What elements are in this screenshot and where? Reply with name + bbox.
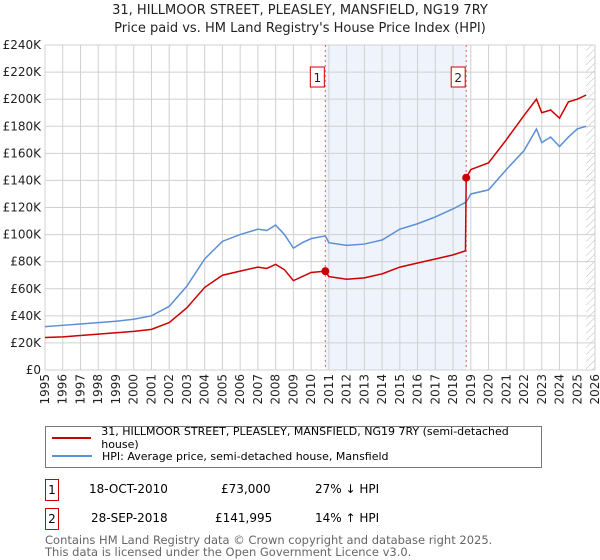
y-tick-label: £200K bbox=[3, 92, 43, 106]
transaction-price: £73,000 bbox=[221, 482, 271, 496]
footer-line: This data is licensed under the Open Gov… bbox=[45, 545, 412, 559]
x-tick-label: 2008 bbox=[269, 374, 283, 405]
x-tick-label: 2017 bbox=[428, 374, 442, 405]
footer: Contains HM Land Registry data © Crown c… bbox=[45, 534, 492, 558]
y-tick-label: £80K bbox=[10, 255, 42, 269]
x-tick-label: 2010 bbox=[304, 374, 318, 405]
x-tick-label: 2000 bbox=[127, 374, 141, 405]
chart-title: 31, HILLMOOR STREET, PLEASLEY, MANSFIELD… bbox=[112, 3, 488, 18]
x-tick-label: 2014 bbox=[375, 374, 389, 405]
x-tick-label: 2016 bbox=[411, 374, 425, 405]
x-tick-label: 2011 bbox=[322, 374, 336, 405]
x-tick-label: 2002 bbox=[162, 374, 176, 405]
hpi-line bbox=[44, 125, 587, 328]
x-tick-label: 2020 bbox=[482, 374, 496, 405]
transaction-number: 1 bbox=[45, 479, 59, 501]
x-tick-label: 2009 bbox=[286, 374, 300, 405]
price-paid-line bbox=[44, 94, 587, 339]
x-tick-label: 1997 bbox=[73, 374, 87, 405]
transaction-hpi: 14% ↑ HPI bbox=[315, 511, 380, 525]
x-tick-label: 1996 bbox=[56, 374, 70, 405]
price-chart: £0 £20K £40K £60K £80K £100K £120K £140K £160K £1… bbox=[3, 38, 600, 405]
y-tick-label: £20K bbox=[10, 336, 42, 350]
transaction-number: 2 bbox=[45, 508, 59, 530]
y-tick-label: £60K bbox=[10, 282, 42, 296]
x-tick-label: 2012 bbox=[340, 374, 354, 405]
x-tick-label: 2004 bbox=[198, 374, 212, 405]
x-tick-label: 2015 bbox=[393, 374, 407, 405]
x-tick-label: 2026 bbox=[588, 374, 600, 405]
footer-line: Contains HM Land Registry data © Crown c… bbox=[45, 533, 493, 547]
sale-label-box bbox=[450, 66, 466, 88]
legend: 31, HILLMOOR STREET, PLEASLEY, MANSFIELD… bbox=[45, 425, 542, 468]
transaction-date: 28-SEP-2018 bbox=[91, 511, 168, 525]
y-tick-label: £40K bbox=[10, 309, 42, 323]
y-tick-label: £140K bbox=[3, 173, 43, 187]
x-tick-label: 2006 bbox=[233, 374, 247, 405]
x-tick-label: 2003 bbox=[180, 374, 194, 405]
x-tick-label: 2021 bbox=[499, 374, 513, 405]
x-tick-label: 2025 bbox=[570, 374, 584, 405]
y-tick-label: £180K bbox=[3, 119, 43, 133]
sale-label: 1 bbox=[314, 71, 322, 85]
sale-point bbox=[462, 173, 471, 182]
transaction-hpi: 27% ↓ HPI bbox=[315, 482, 380, 496]
x-tick-label: 2001 bbox=[144, 374, 158, 405]
x-tick-label: 2023 bbox=[535, 374, 549, 405]
y-tick-label: £160K bbox=[3, 146, 43, 160]
sale-label-box bbox=[309, 66, 325, 88]
sale-point bbox=[321, 267, 330, 276]
y-tick-label: £120K bbox=[3, 201, 43, 215]
y-tick-label: £100K bbox=[3, 228, 43, 242]
x-tick-label: 1999 bbox=[109, 374, 123, 405]
y-tick-label: £0 bbox=[26, 363, 41, 377]
x-tick-label: 1995 bbox=[38, 374, 52, 405]
transaction-date: 18-OCT-2010 bbox=[89, 482, 168, 496]
y-tick-label: £240K bbox=[3, 38, 43, 52]
x-tick-label: 2005 bbox=[215, 374, 229, 405]
legend-property: 31, HILLMOOR STREET, PLEASLEY, MANSFIELD… bbox=[101, 425, 509, 451]
chart-subtitle: Price paid vs. HM Land Registry's House … bbox=[114, 21, 486, 36]
x-tick-label: 1998 bbox=[91, 374, 105, 405]
x-tick-label: 2019 bbox=[464, 374, 478, 405]
x-tick-label: 2013 bbox=[357, 374, 371, 405]
legend-blue-line bbox=[52, 455, 92, 457]
sale-label: 2 bbox=[454, 71, 462, 85]
legend-hpi: HPI: Average price, semi-detached house,… bbox=[102, 449, 389, 463]
x-tick-label: 2022 bbox=[517, 374, 531, 405]
transaction-price: £141,995 bbox=[215, 511, 273, 525]
x-tick-label: 2024 bbox=[553, 374, 567, 405]
y-tick-label: £220K bbox=[3, 65, 43, 79]
x-tick-label: 2018 bbox=[446, 374, 460, 405]
x-tick-label: 2007 bbox=[251, 374, 265, 405]
legend-red-line bbox=[52, 437, 92, 439]
